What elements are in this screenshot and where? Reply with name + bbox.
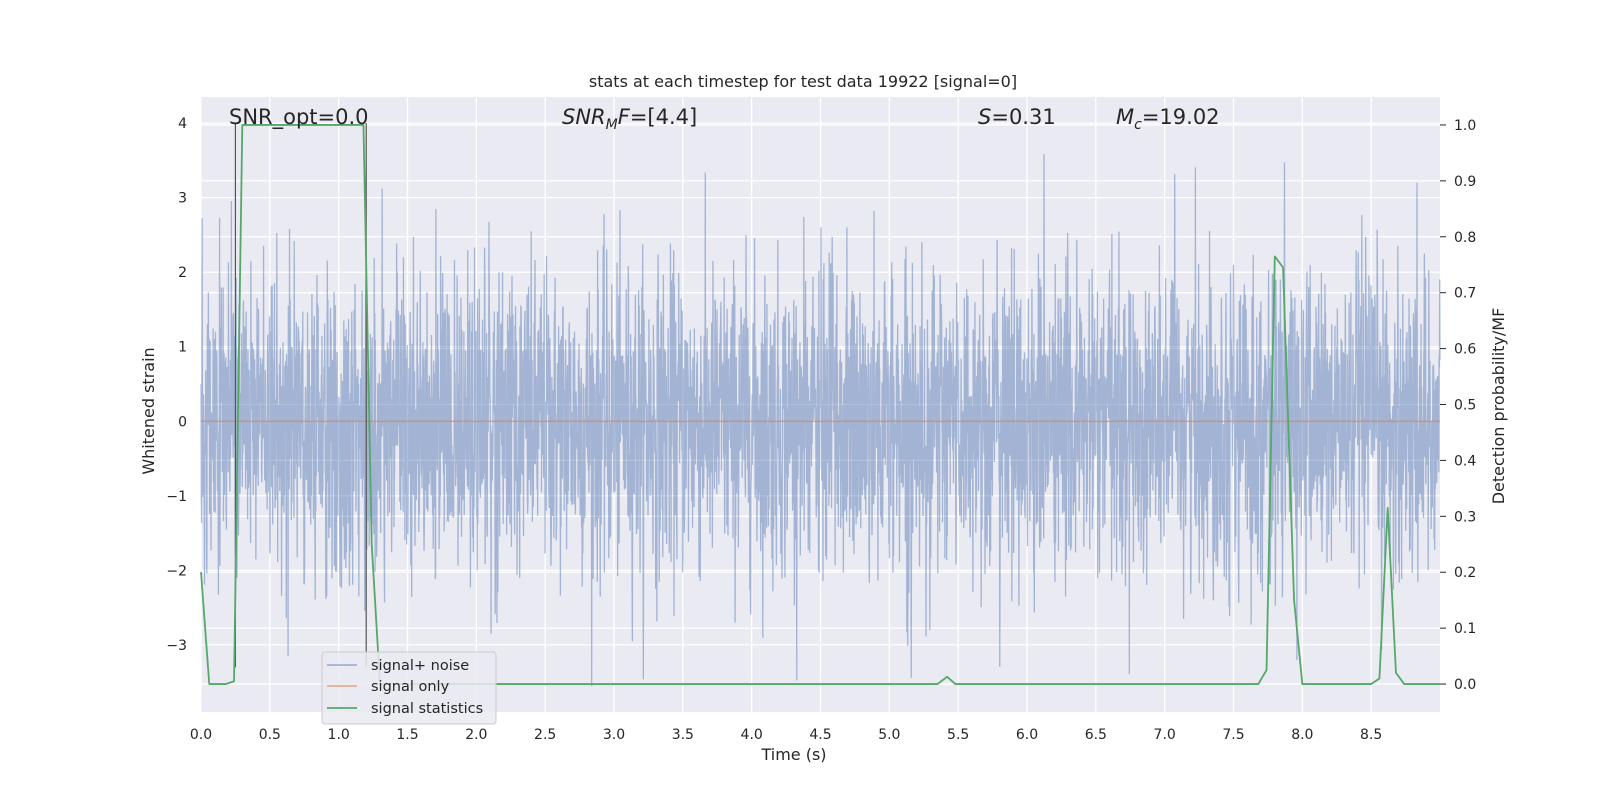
s-annotation: S=0.31 [978, 105, 1056, 129]
left-y-tick-label: 1 [178, 340, 187, 356]
x-tick-label: 0.0 [190, 727, 212, 743]
snr-mf-subscript: M [606, 117, 618, 133]
x-tick-label: 5.5 [947, 727, 969, 743]
x-tick-label: 3.0 [603, 727, 625, 743]
x-axis-ticks: 0.0 0.5 1.0 1.5 2.0 2.5 3.0 3.5 4.0 4.5 5.0 5.5 6.0 6… [190, 727, 1382, 743]
right-y-tick-label: 0.7 [1454, 286, 1476, 302]
x-tick-label: 7.0 [1154, 727, 1176, 743]
right-y-tick-label: 1.0 [1454, 118, 1476, 134]
x-tick-label: 0.5 [259, 727, 281, 743]
left-y-tick-label: 0 [178, 414, 187, 430]
left-y-tick-label: 4 [178, 116, 187, 132]
mc-symbol: M [1116, 105, 1134, 129]
left-y-axis-ticks: −3 −2 −1 0 1 2 3 4 [166, 116, 187, 654]
right-y-axis-label: Detection probability/MF [1489, 308, 1508, 505]
right-y-tick-label: 0.0 [1454, 677, 1476, 693]
chart-title: stats at each timestep for test data 199… [589, 72, 1017, 91]
snr-mf-rest: F=[4.4] [618, 105, 697, 129]
x-tick-label: 6.0 [1016, 727, 1038, 743]
mc-value: =19.02 [1142, 105, 1220, 129]
signal-noise-line [200, 153, 1441, 686]
x-tick-label: 4.0 [741, 727, 763, 743]
x-tick-label: 8.0 [1291, 727, 1313, 743]
x-tick-label: 5.0 [878, 727, 900, 743]
signal-noise-series [200, 153, 1441, 686]
snr-mf-value: =[4.4] [630, 105, 697, 129]
legend-label-signal-noise: signal+ noise [371, 658, 469, 674]
snr-mf-f: F [618, 105, 631, 129]
snr-opt-annotation: SNR_opt=0.0 [229, 105, 369, 130]
snr-mf-base: SNR [562, 105, 606, 129]
mc-annotation: Mc=19.02 [1116, 105, 1220, 133]
left-y-axis-label: Whitened strain [139, 347, 158, 474]
left-y-tick-label: −1 [166, 489, 187, 505]
left-y-tick-label: 2 [178, 265, 187, 281]
x-tick-label: 1.5 [396, 727, 418, 743]
right-y-tick-label: 0.6 [1454, 342, 1476, 358]
signal-statistics-line [200, 124, 1440, 685]
right-y-tick-label: 0.5 [1454, 398, 1476, 414]
legend: signal+ noise signal only signal statist… [321, 651, 497, 725]
signal-statistics-series [200, 124, 1440, 685]
legend-label-signal-statistics: signal statistics [371, 701, 483, 717]
x-tick-label: 4.5 [809, 727, 831, 743]
legend-frame [321, 651, 497, 725]
x-tick-label: 2.5 [534, 727, 556, 743]
x-tick-label: 8.5 [1360, 727, 1382, 743]
right-y-tick-label: 0.8 [1454, 230, 1476, 246]
x-tick-label: 2.0 [465, 727, 487, 743]
vertical-gridlines [200, 97, 1372, 712]
right-y-tick-label: 0.2 [1454, 565, 1476, 581]
x-tick-label: 1.0 [328, 727, 350, 743]
left-y-tick-label: −2 [166, 563, 187, 579]
right-y-tick-label: 0.9 [1454, 174, 1476, 190]
x-tick-label: 3.5 [672, 727, 694, 743]
snr-mf-annotation: SNRMF=[4.4] [562, 105, 697, 133]
right-y-axis-ticks: 0.0 0.1 0.2 0.3 0.4 0.5 0.6 0.7 0.8 0.9 1.0 [1440, 118, 1476, 693]
x-axis-label: Time (s) [760, 745, 826, 764]
x-tick-label: 7.5 [1222, 727, 1244, 743]
left-y-tick-label: −3 [166, 638, 187, 654]
right-y-tick-label: 0.1 [1454, 621, 1476, 637]
x-tick-label: 6.5 [1085, 727, 1107, 743]
right-y-tick-label: 0.3 [1454, 509, 1476, 525]
s-value: =0.31 [991, 105, 1055, 129]
left-y-tick-label: 3 [178, 191, 187, 207]
right-y-tick-label: 0.4 [1454, 453, 1476, 469]
legend-label-signal-only: signal only [371, 679, 450, 695]
s-symbol: S [978, 105, 991, 129]
mc-subscript: c [1134, 117, 1142, 133]
